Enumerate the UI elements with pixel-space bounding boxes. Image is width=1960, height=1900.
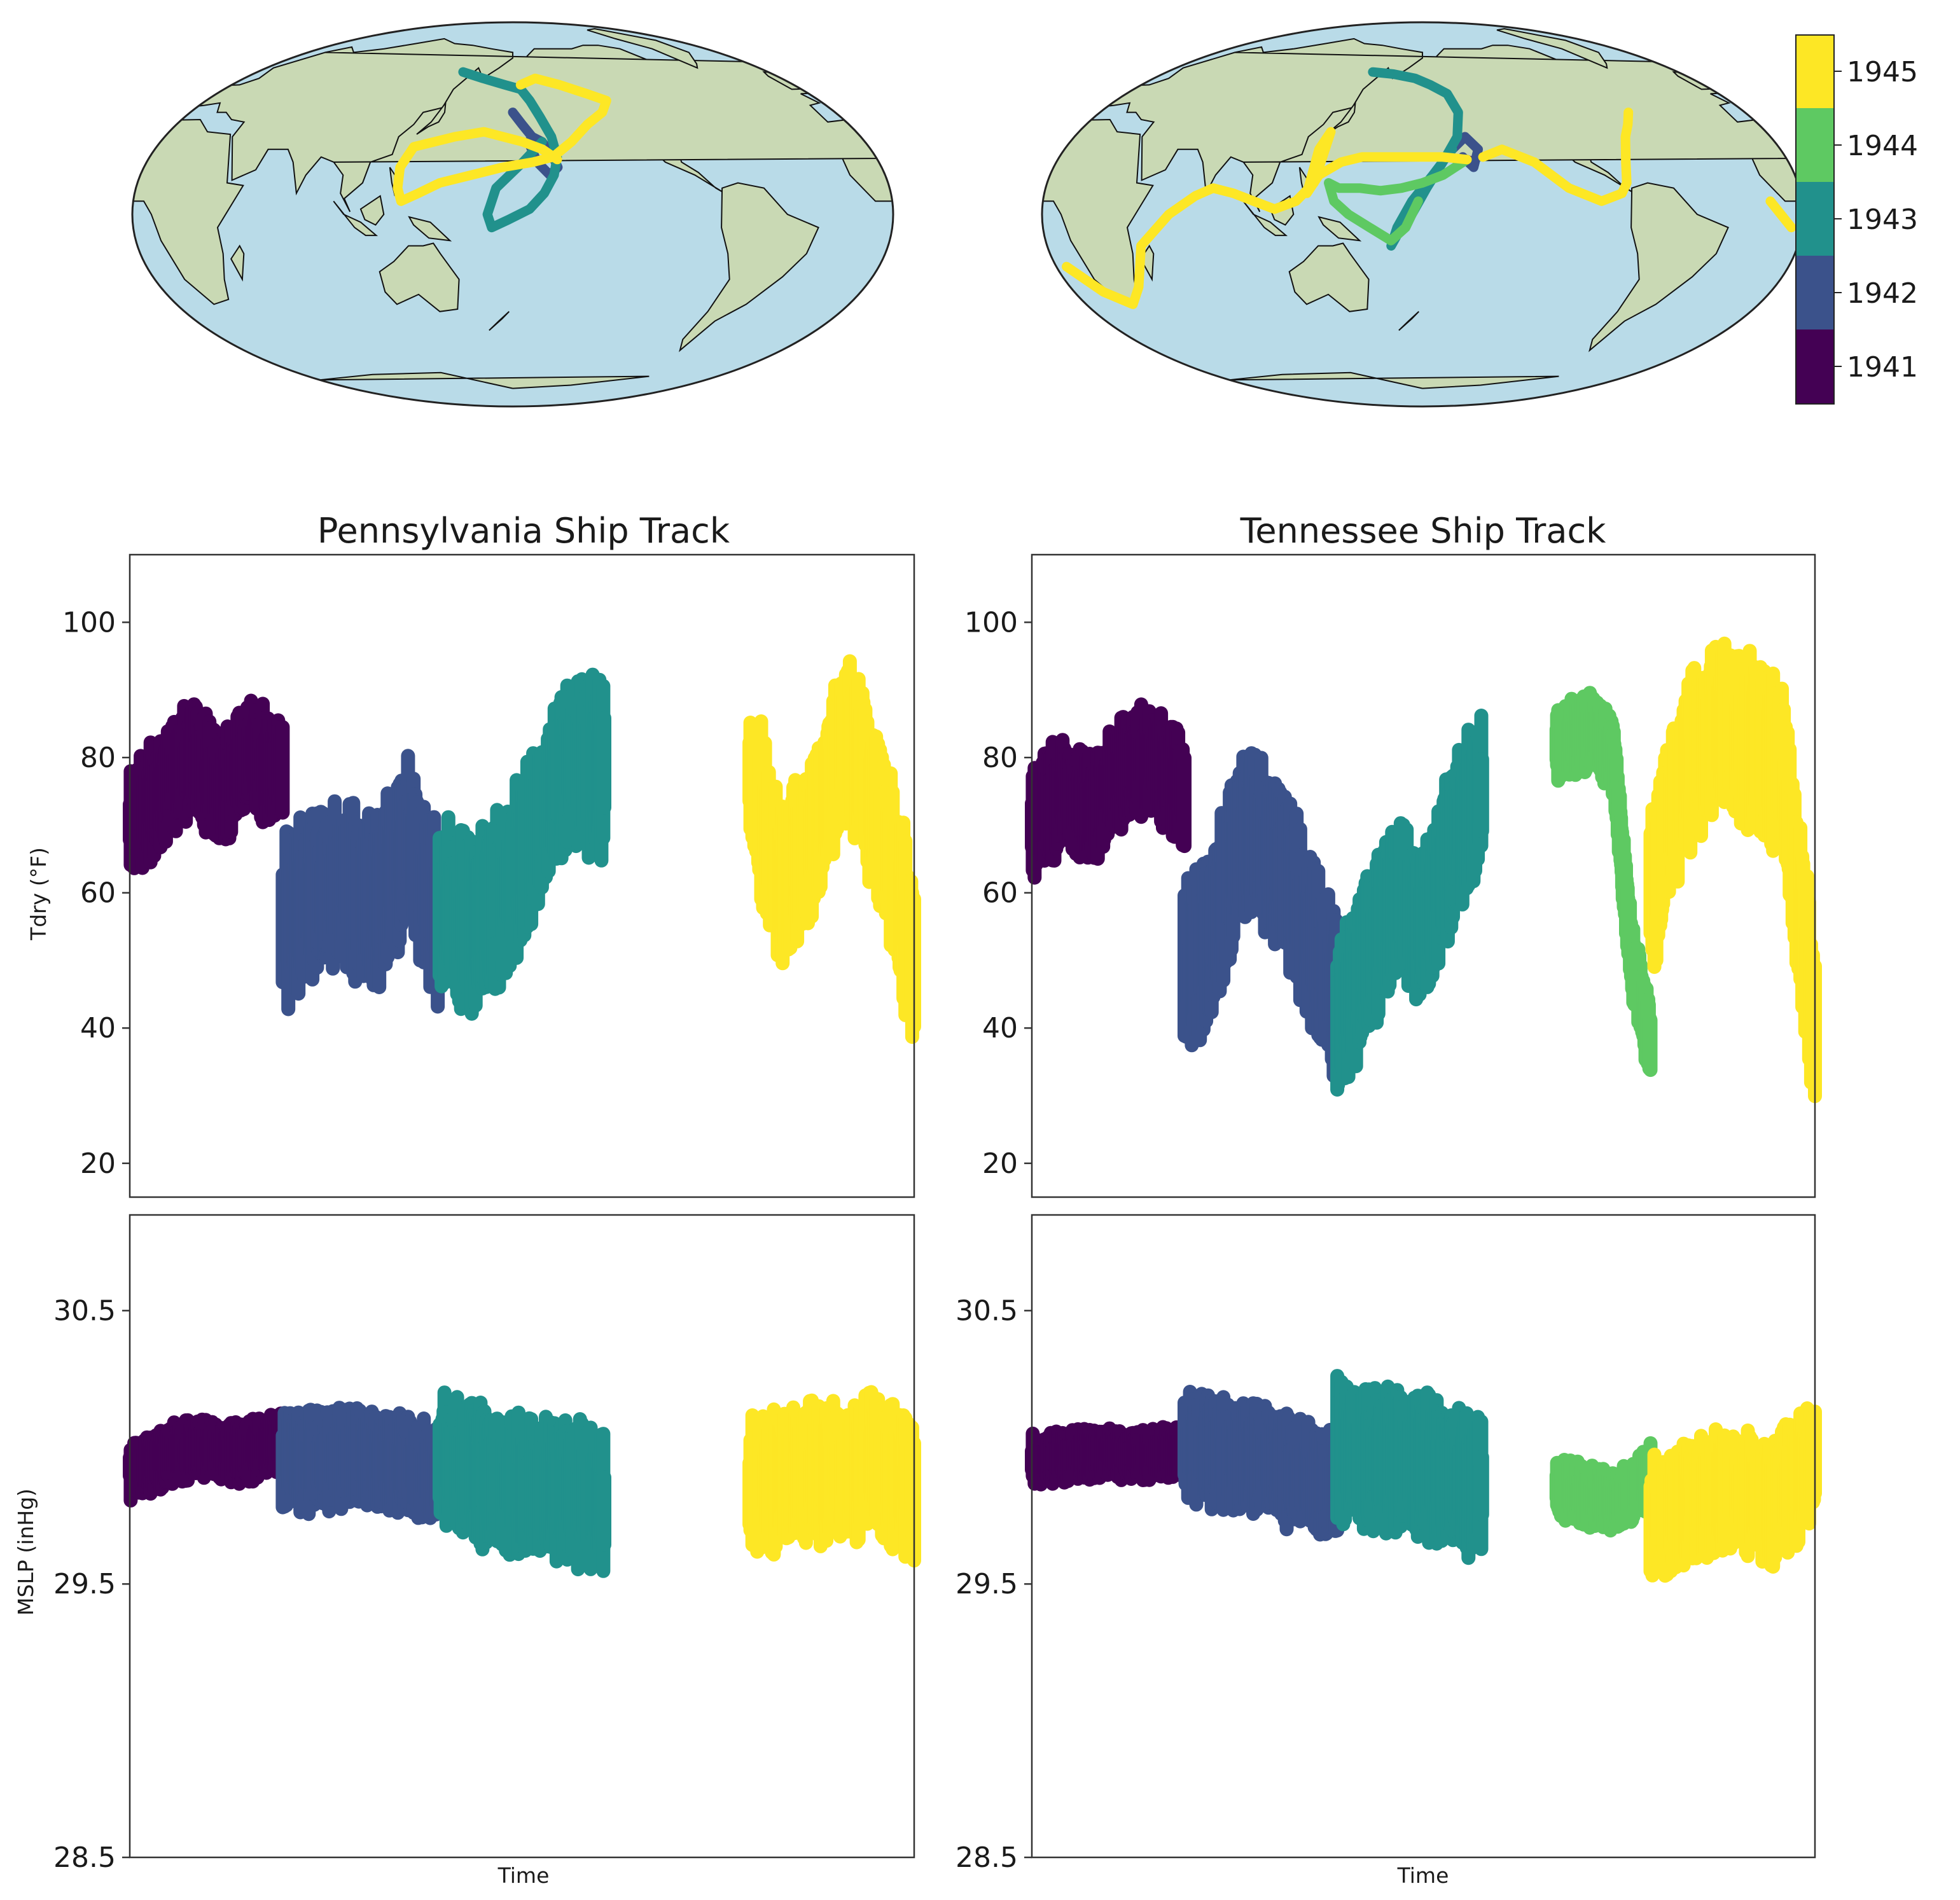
pennsylvania-time-label: Time: [497, 1863, 550, 1888]
landmass: [1326, 101, 1356, 135]
y-tick-label: 28.5: [53, 1841, 116, 1874]
landmass: [1288, 242, 1370, 312]
y-tick-label: 60: [982, 877, 1018, 910]
landmass: [359, 195, 385, 226]
landmass: [408, 216, 452, 242]
pennsylvania-title: Pennsylvania Ship Track: [317, 511, 730, 551]
ship-tracks: [1062, 67, 1797, 309]
tennessee-mslp-frame: [1031, 1214, 1816, 1859]
tennessee-time-label: Time: [1397, 1863, 1449, 1888]
y-tick-label: 60: [80, 877, 116, 910]
colorbar-segment-1942: [1796, 256, 1834, 329]
pennsylvania-mslp-frame: [129, 1214, 915, 1859]
landmass: [416, 101, 447, 135]
colorbar-segment-1943: [1796, 182, 1834, 256]
y-tick-label: 29.5: [956, 1568, 1018, 1600]
colorbar-segment-1945: [1796, 35, 1834, 108]
ship-track-1945: [1478, 107, 1634, 206]
ship-track-1945: [393, 73, 611, 206]
y-tick-label: 28.5: [956, 1841, 1018, 1874]
tennessee-mslp-points: [1025, 1369, 1822, 1583]
landmass: [1496, 28, 1608, 69]
y-tick-label: 20: [982, 1148, 1018, 1180]
mslp-axis-label: MSLP (inHg): [13, 1488, 38, 1616]
y-tick-label: 20: [80, 1148, 116, 1180]
y-tick-label: 40: [80, 1012, 116, 1044]
colorbar-label-1942: 1942: [1847, 277, 1918, 310]
y-tick-label: 100: [62, 606, 116, 639]
y-tick-label: 30.5: [956, 1294, 1018, 1327]
landmass: [1317, 216, 1362, 242]
colorbar-label-1941: 1941: [1847, 351, 1918, 384]
tennessee-tdry-panel: 20 40 60 80 100: [964, 553, 1822, 1198]
colorbar-label-1945: 1945: [1847, 56, 1918, 88]
ship-track-1945: [1062, 127, 1797, 309]
landmass: [379, 242, 460, 312]
pennsylvania-mslp-points: [123, 1385, 921, 1578]
landmass: [489, 311, 510, 331]
y-tick-label: 30.5: [53, 1294, 116, 1327]
pennsylvania-tdry-points: [123, 654, 921, 1044]
year-colorbar: 1945 1944 1943 1942 1941: [1795, 34, 1918, 405]
tennessee-tdry-frame: [1031, 553, 1816, 1198]
y-tick-label: 80: [982, 742, 1018, 774]
landmass: [587, 28, 699, 69]
landmass: [1398, 311, 1420, 331]
ship-track-1943: [458, 67, 562, 233]
y-tick-label: 29.5: [53, 1568, 116, 1600]
y-tick-label: 100: [964, 606, 1018, 639]
tennessee-mslp-panel: 28.5 29.5 30.5: [956, 1214, 1822, 1874]
map-outline: [131, 21, 894, 408]
pennsylvania-mslp-panel: 28.5 29.5 30.5: [53, 1214, 921, 1874]
tdry-axis-label: Tdry (°F): [26, 847, 51, 941]
y-tick-label: 80: [80, 742, 116, 774]
colorbar-segment-1944: [1796, 108, 1834, 182]
pennsylvania-tdry-panel: 20 40 60 80 100: [62, 553, 921, 1198]
landmass: [230, 244, 245, 282]
landmass: [333, 200, 379, 237]
colorbar-label-1944: 1944: [1847, 130, 1918, 162]
colorbar-label-1943: 1943: [1847, 204, 1918, 236]
ship-tracks: [393, 67, 611, 233]
landmass: [1588, 182, 1729, 352]
landmass: [1242, 200, 1288, 237]
ship-track-1942: [1447, 132, 1483, 172]
pennsylvania-tdry-frame: [129, 553, 915, 1198]
y-tick-label: 40: [982, 1012, 1018, 1044]
tennessee-tdry-points: [1025, 636, 1822, 1104]
ship-track-1944: [1324, 155, 1472, 246]
tennessee-title: Tennessee Ship Track: [1240, 511, 1607, 551]
landmass: [679, 182, 819, 352]
colorbar-segment-1941: [1796, 329, 1834, 404]
pennsylvania-map: [131, 21, 894, 408]
